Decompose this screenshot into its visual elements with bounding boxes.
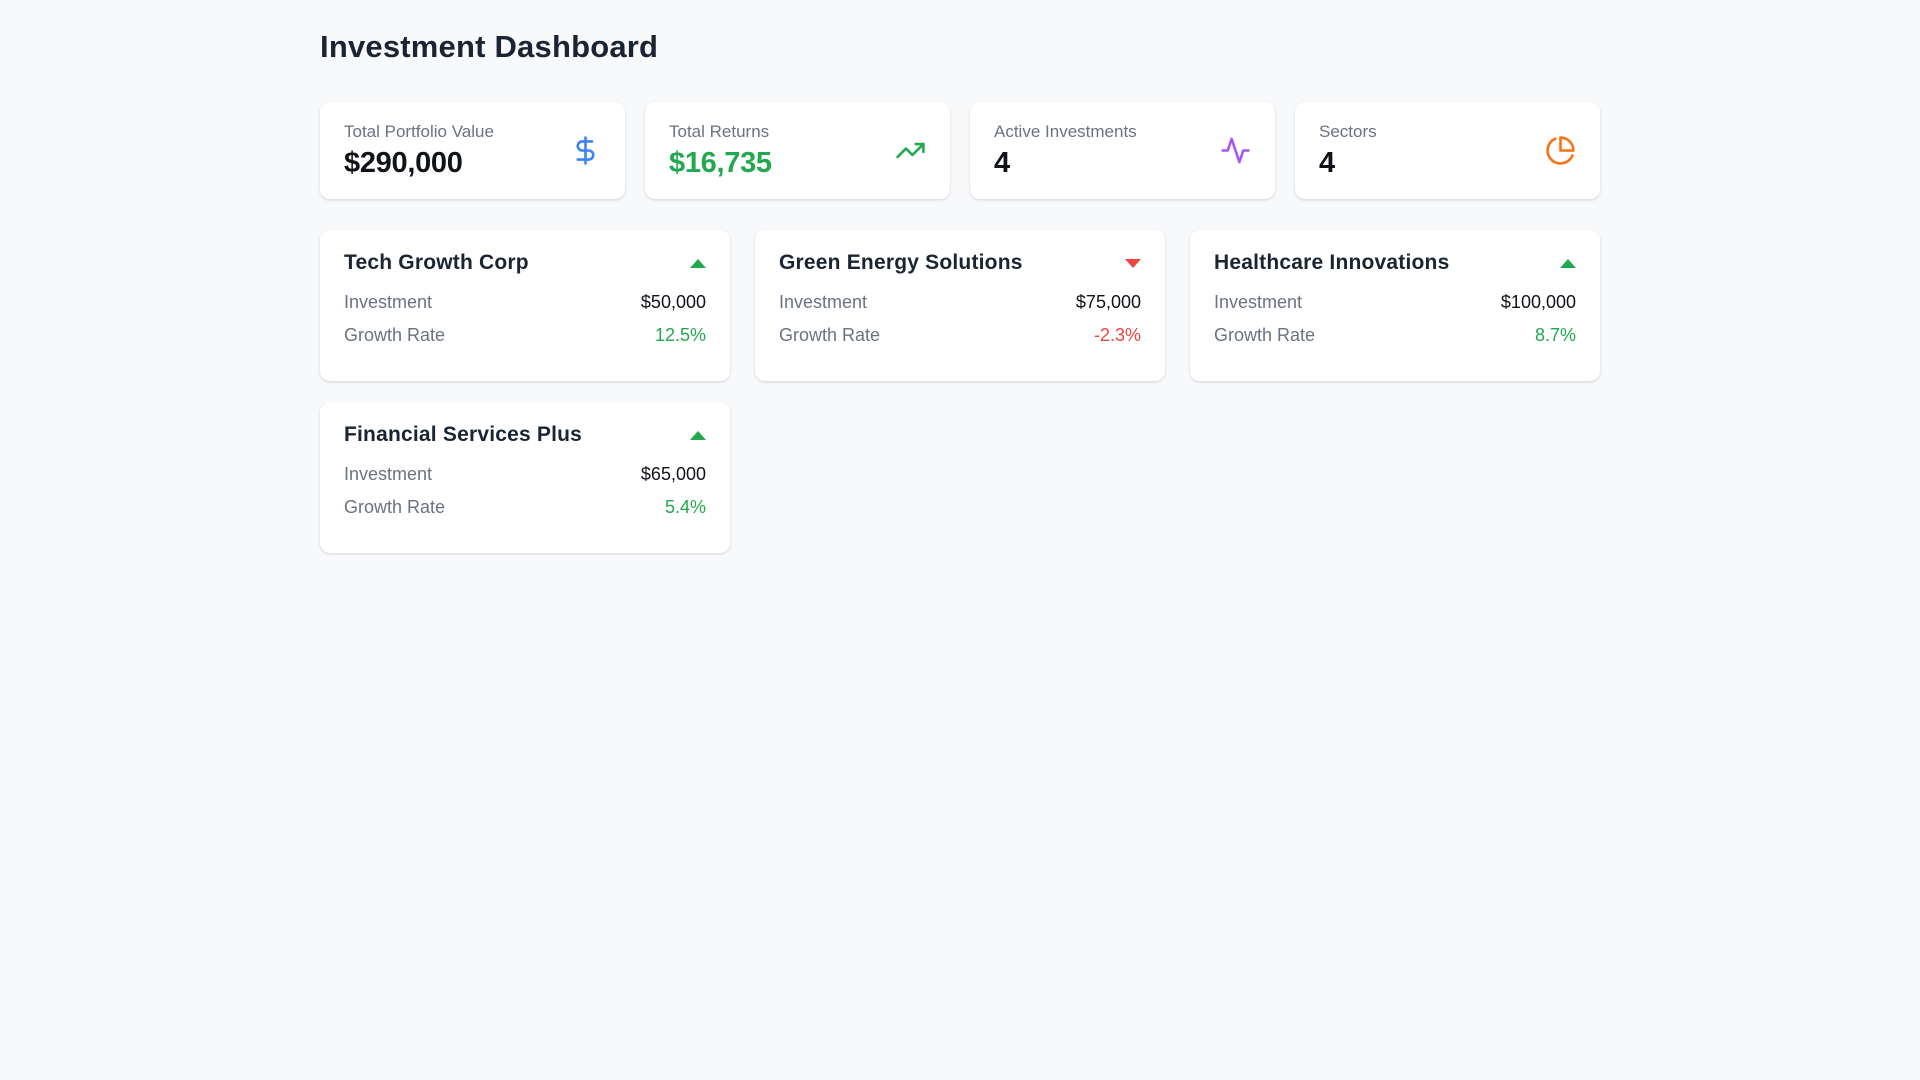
growth-rate-row: Growth Rate 8.7% [1214,325,1576,346]
investment-value: $100,000 [1500,292,1576,312]
investment-row: Investment $100,000 [1214,292,1576,313]
investment-value: $75,000 [1075,292,1141,312]
growth-rate-value: 12.5% [654,325,706,345]
stat-text: Sectors 4 [1319,122,1377,180]
investment-name: Tech Growth Corp [344,251,529,274]
stat-value: $290,000 [344,146,463,179]
stat-card-sectors: Sectors 4 [1295,102,1600,199]
growth-rate-value: 8.7% [1534,325,1576,345]
investment-row: Investment $50,000 [344,292,706,313]
trend-up-icon [690,430,706,440]
investment-name: Financial Services Plus [344,423,583,446]
investment-label: Investment [344,464,433,484]
activity-icon [1220,135,1251,166]
investment-card-header: Tech Growth Corp [344,251,706,275]
pie-chart-icon [1545,135,1576,166]
trend-down-icon [1125,258,1141,268]
growth-rate-label: Growth Rate [1214,325,1316,345]
investment-name: Healthcare Innovations [1214,251,1450,274]
investment-card-financial-services-plus: Financial Services Plus Investment $65,0… [320,402,730,553]
trend-up-icon [690,258,706,268]
growth-rate-value: -2.3% [1093,325,1141,345]
trending-up-icon [895,135,926,166]
investment-card-green-energy-solutions: Green Energy Solutions Investment $75,00… [755,230,1165,381]
trend-up-icon [1560,258,1576,268]
investment-name: Green Energy Solutions [779,251,1023,274]
stat-value: 4 [994,146,1010,179]
stat-value: 4 [1319,146,1335,179]
dashboard: Investment Dashboard Total Portfolio Val… [320,0,1600,553]
investment-card-header: Financial Services Plus [344,423,706,447]
investment-row: Investment $75,000 [779,292,1141,313]
investment-value: $50,000 [640,292,706,312]
dollar-sign-icon [570,135,601,166]
stat-text: Active Investments 4 [994,122,1137,180]
stat-label: Total Portfolio Value [344,121,494,141]
stat-card-total-returns: Total Returns $16,735 [645,102,950,199]
growth-rate-row: Growth Rate -2.3% [779,325,1141,346]
stat-card-total-portfolio-value: Total Portfolio Value $290,000 [320,102,625,199]
stat-text: Total Returns $16,735 [669,122,772,180]
investment-row: Investment $65,000 [344,464,706,485]
growth-rate-value: 5.4% [664,497,706,517]
growth-rate-row: Growth Rate 12.5% [344,325,706,346]
growth-rate-label: Growth Rate [779,325,881,345]
investment-label: Investment [1214,292,1303,312]
investment-card-tech-growth-corp: Tech Growth Corp Investment $50,000 Grow… [320,230,730,381]
investment-card-healthcare-innovations: Healthcare Innovations Investment $100,0… [1190,230,1600,381]
page-title: Investment Dashboard [320,29,659,64]
stats-grid: Total Portfolio Value $290,000 Total Ret… [320,102,1600,199]
stat-text: Total Portfolio Value $290,000 [344,122,494,180]
investment-label: Investment [344,292,433,312]
growth-rate-row: Growth Rate 5.4% [344,497,706,518]
stat-label: Active Investments [994,121,1137,141]
investment-card-header: Green Energy Solutions [779,251,1141,275]
stat-label: Total Returns [669,121,770,141]
investment-label: Investment [779,292,868,312]
investments-grid: Tech Growth Corp Investment $50,000 Grow… [320,230,1600,553]
investment-value: $65,000 [640,464,706,484]
growth-rate-label: Growth Rate [344,497,446,517]
stat-card-active-investments: Active Investments 4 [970,102,1275,199]
investment-card-header: Healthcare Innovations [1214,251,1576,275]
stat-value: $16,735 [669,146,772,179]
growth-rate-label: Growth Rate [344,325,446,345]
stat-label: Sectors [1319,121,1377,141]
